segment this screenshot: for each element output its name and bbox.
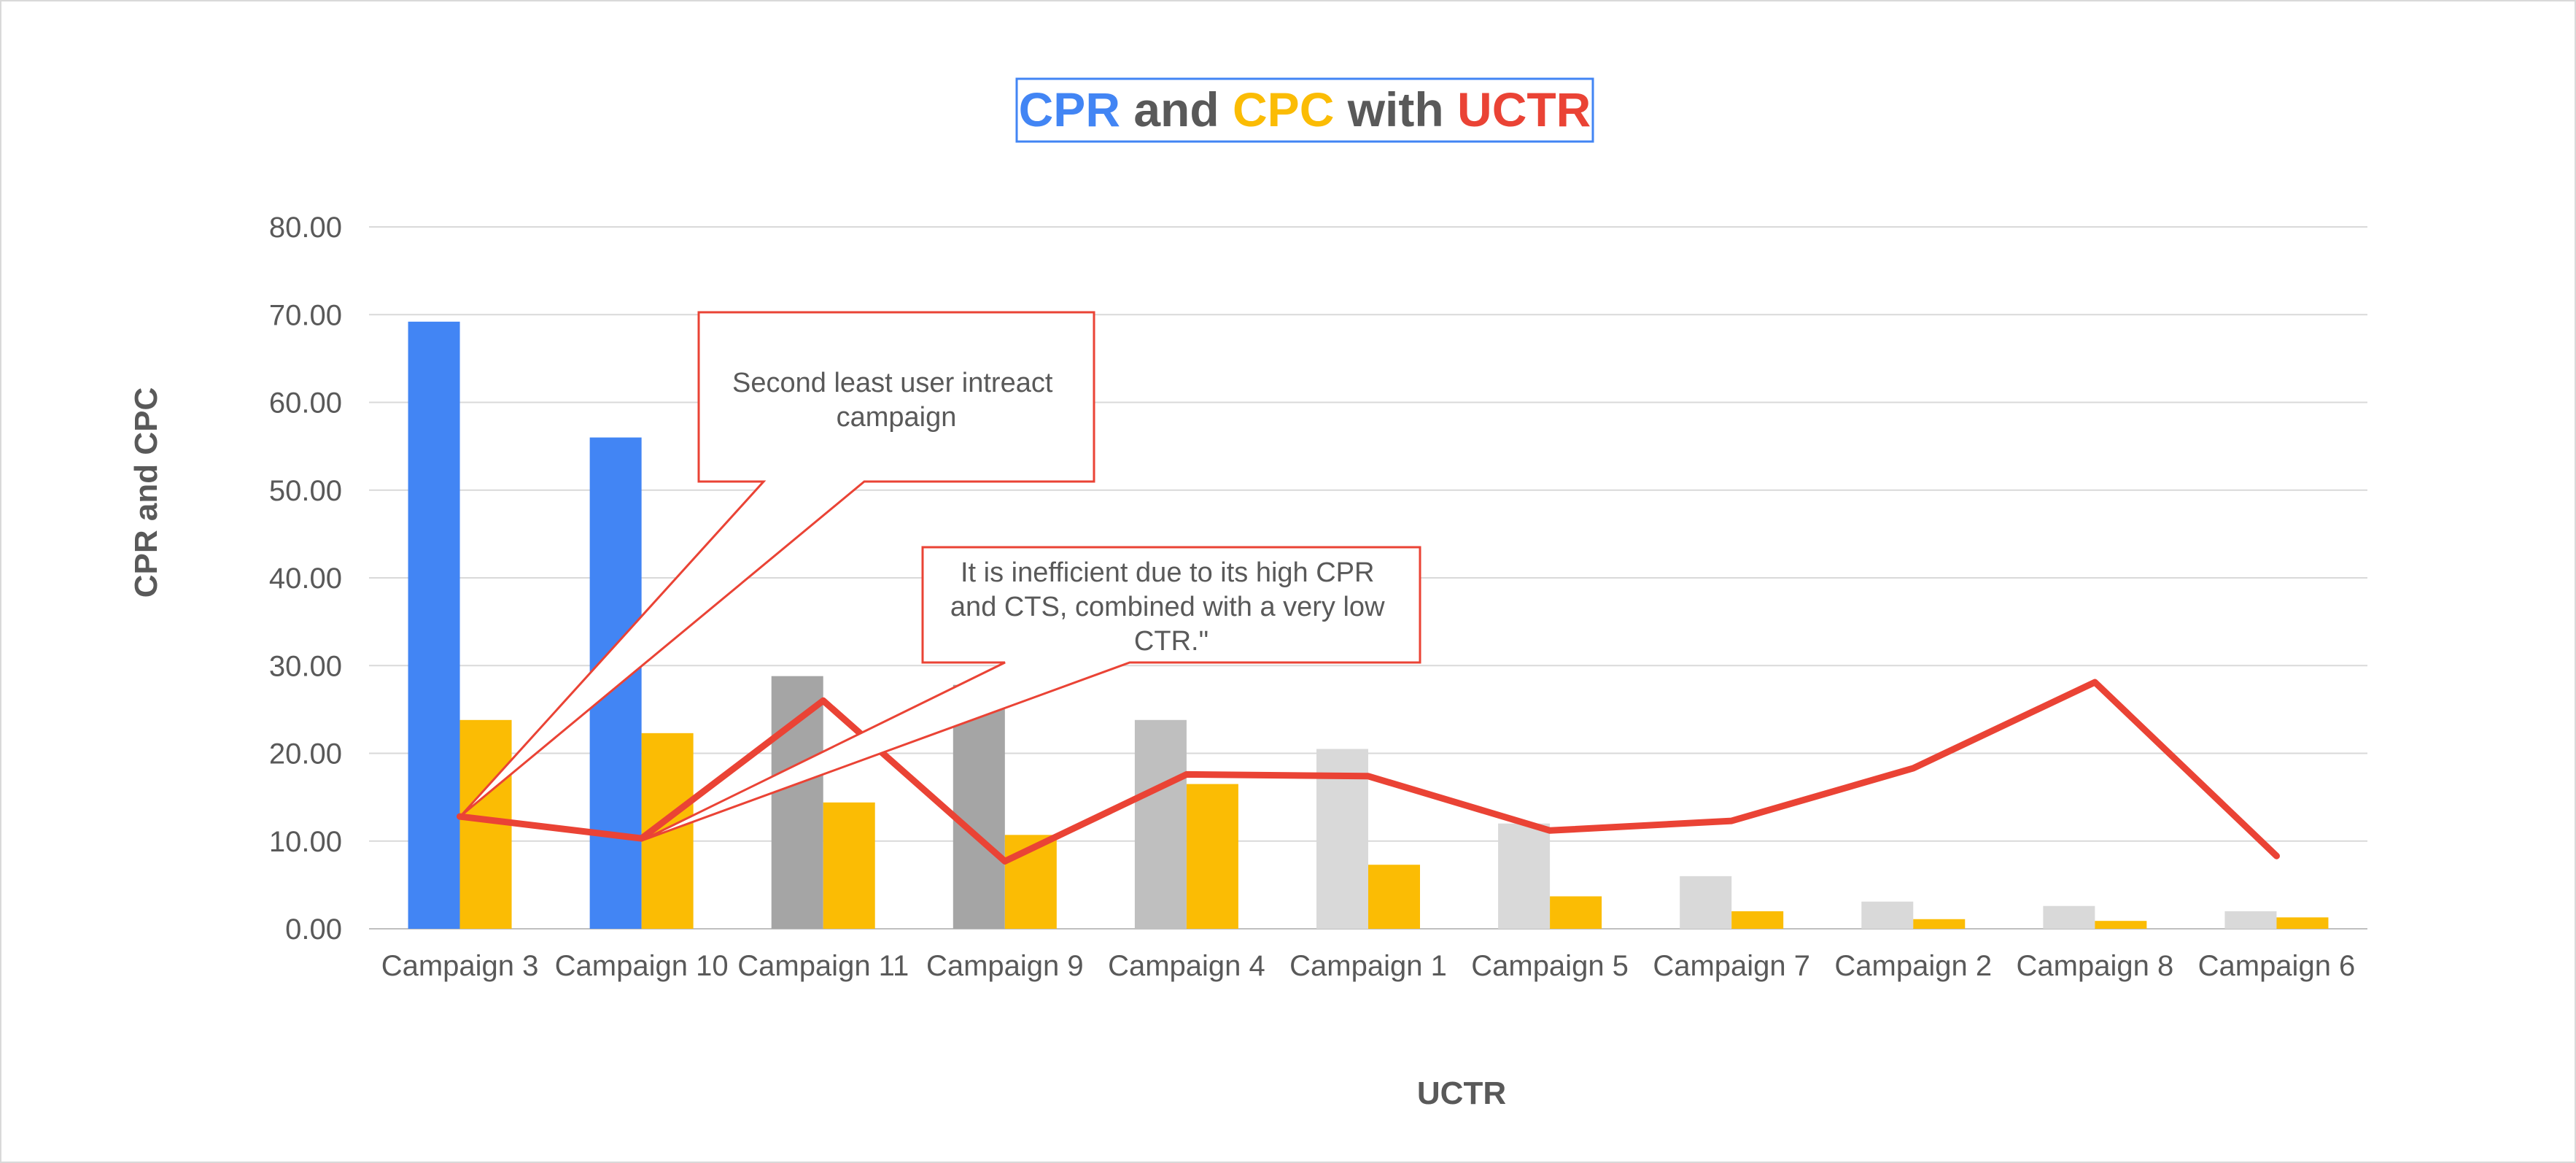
bar-cpc — [2276, 917, 2329, 929]
callout-2-line-2: and CTS, combined with a very low — [950, 592, 1385, 622]
y-tick-label: 40.00 — [269, 563, 342, 595]
x-tick-label: Campaign 9 — [926, 950, 1084, 982]
x-axis-ticks: Campaign 3 Campaign 10 Campaign 11 Campaign… — [381, 950, 2356, 982]
y-tick-label: 70.00 — [269, 299, 342, 331]
y-axis-title: CPR and CPC — [128, 387, 164, 598]
y-tick-label: 20.00 — [269, 738, 342, 770]
bar-cpr — [408, 321, 460, 929]
y-tick-label: 10.00 — [269, 826, 342, 858]
bar-cpr — [1861, 901, 1914, 929]
x-tick-label: Campaign 3 — [381, 950, 539, 982]
x-tick-label: Campaign 10 — [555, 950, 729, 982]
bar-cpr — [1134, 719, 1187, 929]
x-axis-title: UCTR — [1417, 1075, 1506, 1111]
chart-title: CPR and CPC with UCTR — [1019, 82, 1591, 136]
title-box — [1015, 77, 1594, 143]
x-tick-label: Campaign 4 — [1108, 950, 1265, 982]
x-tick-label: Campaign 5 — [1471, 950, 1629, 982]
uctr-line — [457, 679, 2280, 865]
x-tick-label: Campaign 8 — [2017, 950, 2174, 982]
callout-inefficient: It is inefficient due to its high CPR an… — [641, 546, 1421, 842]
x-tick-label: Campaign 7 — [1653, 950, 1810, 982]
svg-text:It is inefficient due to its h: It is inefficient due to its high CPR an… — [950, 557, 1392, 657]
title-part-2: CPC — [1233, 82, 1334, 136]
bar-cpc — [1368, 865, 1420, 929]
x-tick-label: Campaign 1 — [1289, 950, 1447, 982]
bar-cpc — [823, 802, 875, 929]
x-tick-label: Campaign 2 — [1834, 950, 1992, 982]
title-part-1: and — [1120, 82, 1233, 136]
title-part-4: UCTR — [1457, 82, 1591, 136]
callout-second-least: Second least user intreact campaign — [459, 311, 1095, 817]
bar-cpr — [2043, 905, 2095, 929]
title-part-3: with — [1334, 82, 1457, 136]
callout-1-shape — [459, 311, 1095, 817]
x-tick-label: Campaign 11 — [737, 950, 909, 982]
y-axis-ticks: 0.00 10.00 20.00 30.00 40.00 50.00 60.00 70.00 8… — [269, 212, 342, 946]
bar-cpc — [1186, 784, 1238, 929]
bar-cpc — [2095, 921, 2147, 929]
bar-cpr — [771, 676, 823, 929]
x-tick-label: Campaign 6 — [2198, 950, 2356, 982]
svg-text:Second least user intreact: Second least user intreact campaign — [732, 368, 1060, 433]
bar-cpc — [1731, 911, 1784, 929]
gridlines — [369, 226, 2367, 930]
y-tick-label: 80.00 — [269, 212, 342, 244]
bar-cpc — [1550, 896, 1602, 929]
y-tick-label: 60.00 — [269, 387, 342, 420]
bar-cpr — [1498, 823, 1551, 929]
callout-1-line-1: Second least user intreact — [732, 368, 1053, 398]
y-tick-label: 0.00 — [285, 913, 342, 946]
callout-1-line-2: campaign — [837, 402, 957, 433]
bar-cpc — [1913, 919, 1966, 929]
callout-2-line-1: It is inefficient due to its high CPR — [961, 557, 1374, 588]
callout-2-shape — [641, 546, 1421, 842]
title-part-0: CPR — [1019, 82, 1120, 136]
y-tick-label: 50.00 — [269, 475, 342, 507]
y-tick-label: 30.00 — [269, 650, 342, 682]
line-uctr — [457, 679, 2280, 865]
bar-cpr — [1680, 876, 1732, 929]
bar-cpr — [953, 684, 1005, 929]
bar-cpr — [2224, 911, 2277, 929]
callout-2-line-3: CTR." — [1134, 626, 1209, 657]
